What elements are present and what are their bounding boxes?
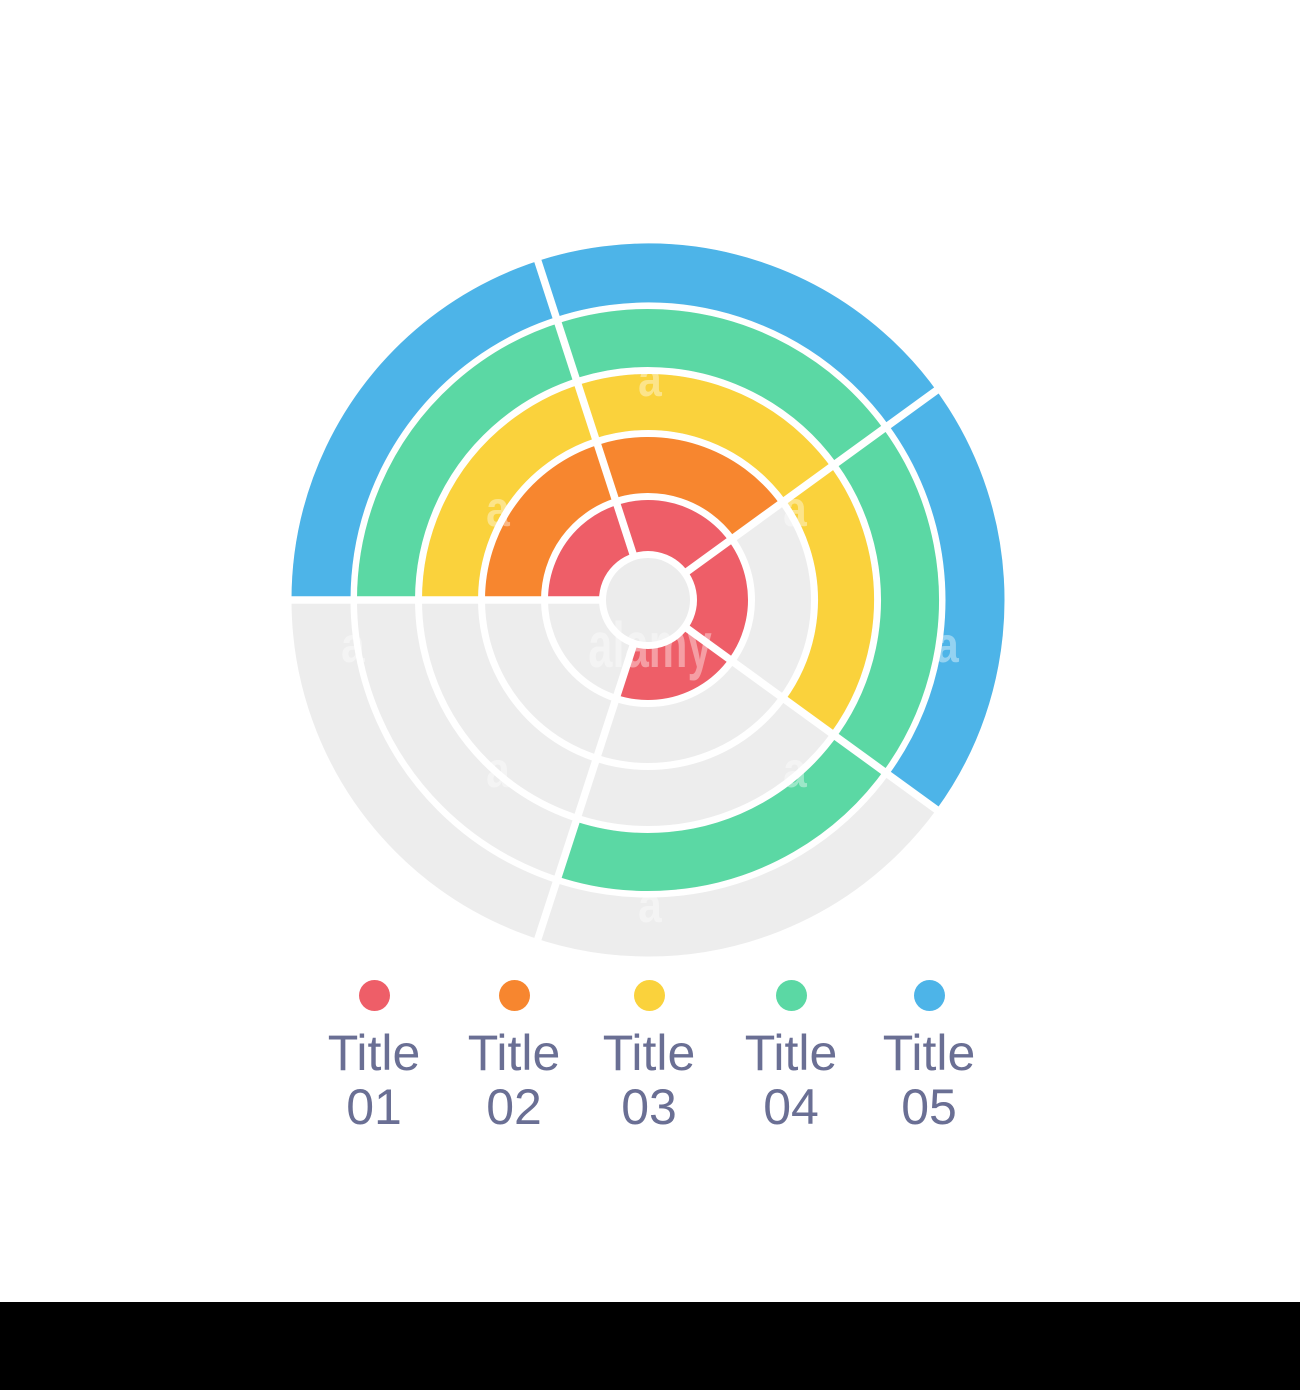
legend-label-number: 02 [486,1079,542,1135]
sector-divider-line [533,258,652,602]
watermark-a-tile-icon: a [486,742,511,798]
legend-label-title: Title [467,1025,561,1081]
legend-item-03: Title 03 [574,980,724,1134]
legend-dot-icon [633,980,665,1011]
watermark-a-tile-icon: a [638,351,663,407]
legend-label-number: 03 [621,1079,677,1135]
ring-3-arc [422,374,874,733]
center-hole [606,558,690,642]
legend-label-number: 01 [346,1079,402,1135]
watermark-a-tile-icon: a [486,481,511,537]
legend-item-05: Title 05 [854,980,1004,1134]
legend-label: Title 04 [716,1026,866,1134]
legend-label-number: 04 [763,1079,819,1135]
legend-label-title: Title [882,1025,976,1081]
legend-label-title: Title [327,1025,421,1081]
legend-label: Title 03 [574,1026,724,1134]
legend-dot-icon [775,980,807,1011]
sector-divider-line [645,596,940,814]
sector-divider-line [533,598,652,942]
legend-item-04: Title 04 [716,980,866,1134]
legend-label: Title 02 [439,1026,589,1134]
legend-label: Title 05 [854,1026,1004,1134]
legend-label-number: 05 [901,1079,957,1135]
legend-dot-icon [498,980,530,1011]
legend-label-title: Title [602,1025,696,1081]
legend-label: Title 01 [299,1026,449,1134]
alamy-center-watermark: alamy [588,609,712,682]
sector-divider-line [645,386,940,604]
watermark-a-tile-icon: a [638,877,663,933]
watermark-a-tile-icon: a [935,617,960,673]
watermark-a-tile-icon: a [783,742,808,798]
legend-dot-icon [358,980,390,1011]
ring-5-arc [291,243,1005,810]
legend-label-title: Title [744,1025,838,1081]
legend-item-01: Title 01 [299,980,449,1134]
watermark-a-tile-icon: a [341,617,366,673]
watermark-a-tile-icon: a [783,481,808,537]
legend-item-02: Title 02 [439,980,589,1134]
legend-dot-icon [913,980,945,1011]
alamy-footer-bar: alamy Image ID: 2R835RW www.alamy.com [0,1302,1300,1390]
